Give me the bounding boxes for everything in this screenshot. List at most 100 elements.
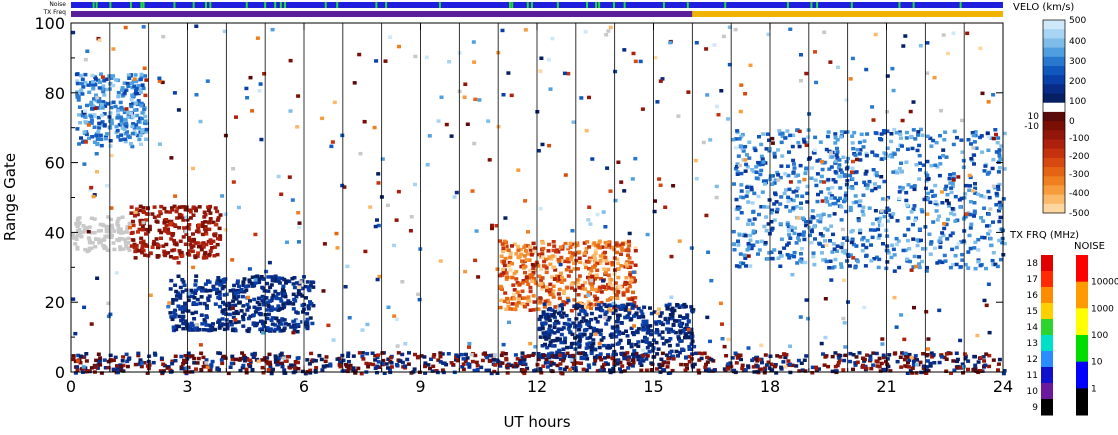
data-cell: [973, 133, 978, 138]
data-cell: [125, 246, 130, 250]
data-cell: [119, 133, 124, 137]
data-cell: [575, 306, 580, 310]
data-cell: [796, 236, 800, 240]
data-cell: [553, 338, 558, 343]
data-cell: [783, 136, 788, 140]
data-cell: [937, 360, 942, 365]
data-cell: [147, 227, 152, 232]
data-cell: [146, 229, 151, 234]
data-cell: [270, 296, 275, 300]
data-cell: [797, 180, 802, 184]
data-cell: [270, 305, 274, 309]
data-cell: [499, 254, 504, 258]
data-cell: [83, 115, 88, 119]
data-cell: [79, 81, 84, 86]
data-cell: [126, 73, 131, 77]
scatter-cell: [546, 57, 551, 62]
data-cell: [559, 332, 564, 337]
data-cell: [181, 280, 186, 284]
data-cell: [183, 242, 188, 246]
data-cell: [785, 164, 790, 168]
data-cell: [515, 281, 520, 285]
data-cell: [877, 185, 882, 189]
data-cell: [560, 307, 564, 311]
data-cell: [222, 280, 227, 284]
data-cell: [590, 344, 595, 348]
data-cell: [252, 297, 257, 302]
data-cell: [84, 227, 88, 231]
data-cell: [865, 183, 870, 188]
scatter-cell: [733, 145, 738, 150]
scatter-cell: [770, 136, 775, 141]
data-cell: [109, 121, 114, 126]
data-cell: [606, 343, 611, 348]
data-cell: [599, 338, 604, 342]
data-cell: [264, 328, 269, 333]
data-cell: [423, 361, 428, 365]
data-cell: [799, 232, 804, 237]
data-cell: [916, 133, 920, 137]
data-cell: [678, 339, 683, 343]
data-cell: [996, 136, 1001, 140]
data-cell: [811, 251, 816, 255]
data-cell: [551, 284, 556, 288]
data-cell: [217, 326, 222, 330]
scatter-cell: [473, 258, 478, 263]
data-cell: [614, 287, 619, 292]
data-cell: [548, 363, 553, 367]
data-cell: [528, 268, 533, 273]
data-cell: [174, 209, 179, 214]
data-cell: [200, 241, 205, 246]
data-cell: [987, 223, 992, 228]
data-cell: [810, 209, 815, 213]
data-cell: [950, 207, 955, 211]
data-cell: [593, 287, 598, 292]
scatter-cell: [438, 259, 443, 263]
scatter-cell: [568, 367, 573, 372]
data-cell: [524, 275, 529, 280]
data-cell: [242, 359, 247, 363]
data-cell: [273, 327, 278, 332]
header-bars: Noise TX Freq: [42, 1, 1003, 17]
velocity-swatch: [1043, 75, 1065, 85]
data-cell: [598, 356, 603, 360]
data-cell: [912, 204, 917, 208]
data-cell: [514, 302, 519, 306]
data-cell: [78, 121, 83, 125]
data-cell: [179, 318, 184, 323]
data-cell: [751, 169, 756, 174]
data-cell: [248, 364, 253, 369]
data-cell: [204, 232, 209, 236]
data-cell: [898, 355, 903, 359]
data-cell: [803, 260, 808, 265]
data-cell: [269, 369, 274, 373]
data-cell: [80, 77, 85, 82]
data-cell: [820, 251, 824, 255]
velocity-tick-label: -500: [1069, 209, 1090, 219]
data-cell: [882, 368, 887, 373]
data-cell: [836, 361, 841, 365]
data-cell: [568, 330, 573, 335]
data-cell: [566, 274, 571, 278]
data-cell: [644, 340, 649, 344]
data-cell: [891, 212, 896, 216]
data-cell: [269, 275, 274, 279]
data-cell: [989, 243, 994, 248]
data-cell: [547, 290, 552, 294]
data-cell: [678, 329, 683, 333]
scatter-cell: [539, 56, 544, 60]
data-cell: [785, 243, 789, 247]
data-cell: [265, 308, 270, 312]
data-cell: [423, 364, 428, 369]
data-cell: [907, 352, 912, 357]
scatter-cell: [788, 344, 792, 348]
data-cell: [769, 362, 774, 366]
data-cell: [897, 190, 902, 194]
data-cell: [217, 226, 222, 231]
data-cell: [237, 300, 242, 304]
data-cell: [598, 305, 603, 310]
data-cell: [470, 359, 475, 364]
data-cell: [576, 335, 581, 339]
data-cell: [875, 173, 879, 178]
data-cell: [589, 268, 594, 273]
